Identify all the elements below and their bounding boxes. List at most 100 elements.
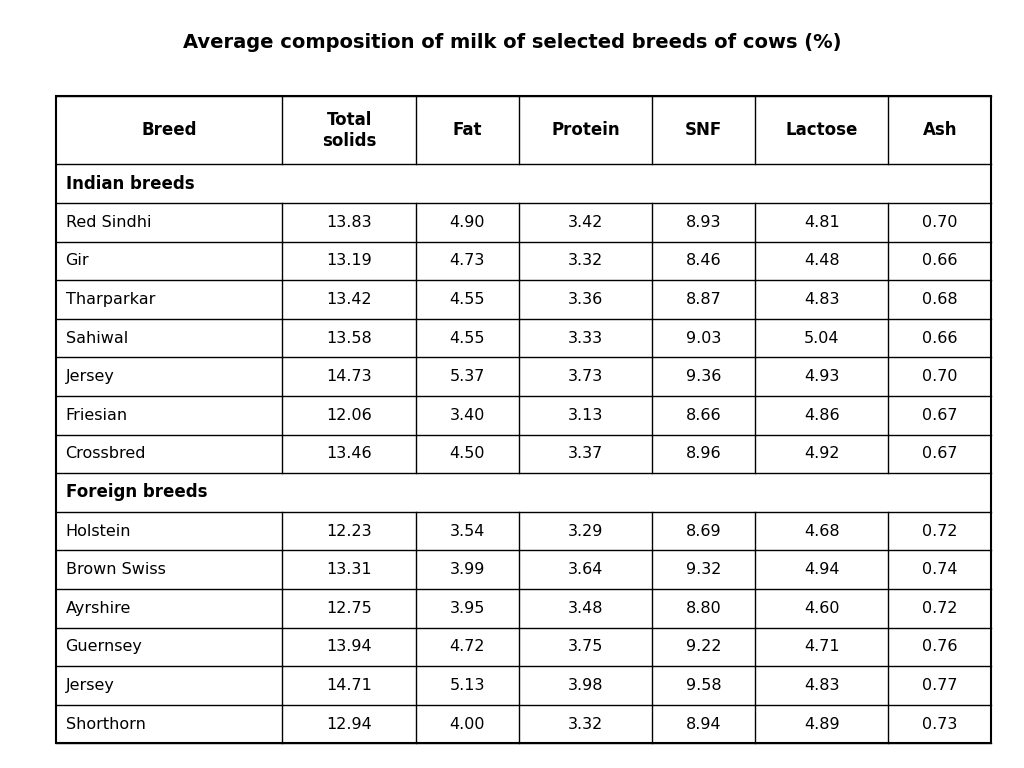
Text: 3.13: 3.13 bbox=[567, 408, 603, 422]
Text: 4.71: 4.71 bbox=[804, 640, 840, 654]
Text: 13.94: 13.94 bbox=[327, 640, 372, 654]
Text: 13.83: 13.83 bbox=[327, 215, 372, 230]
Text: Guernsey: Guernsey bbox=[66, 640, 142, 654]
Text: 3.32: 3.32 bbox=[567, 253, 603, 268]
Text: 4.81: 4.81 bbox=[804, 215, 840, 230]
Text: 4.89: 4.89 bbox=[804, 717, 840, 732]
Text: 0.72: 0.72 bbox=[923, 524, 957, 538]
Text: 5.13: 5.13 bbox=[450, 678, 485, 693]
Text: 14.71: 14.71 bbox=[327, 678, 372, 693]
Text: 0.70: 0.70 bbox=[923, 215, 957, 230]
Text: 3.75: 3.75 bbox=[567, 640, 603, 654]
Text: 3.36: 3.36 bbox=[567, 292, 603, 307]
Text: Jersey: Jersey bbox=[66, 369, 115, 384]
Text: 3.64: 3.64 bbox=[567, 562, 603, 578]
Text: 0.74: 0.74 bbox=[923, 562, 957, 578]
Text: 0.73: 0.73 bbox=[923, 717, 957, 732]
Text: 5.37: 5.37 bbox=[450, 369, 485, 384]
Text: 9.03: 9.03 bbox=[686, 330, 721, 346]
Text: 3.48: 3.48 bbox=[567, 601, 603, 616]
Text: Protein: Protein bbox=[551, 121, 620, 139]
Text: 8.94: 8.94 bbox=[686, 717, 721, 732]
Text: 5.04: 5.04 bbox=[804, 330, 840, 346]
Text: 0.66: 0.66 bbox=[923, 253, 957, 268]
Text: 4.73: 4.73 bbox=[450, 253, 485, 268]
Text: 0.67: 0.67 bbox=[923, 408, 957, 422]
Text: 8.80: 8.80 bbox=[686, 601, 722, 616]
Text: 3.32: 3.32 bbox=[567, 717, 603, 732]
Text: 0.77: 0.77 bbox=[923, 678, 957, 693]
Text: Average composition of milk of selected breeds of cows (%): Average composition of milk of selected … bbox=[182, 33, 842, 51]
Text: 3.73: 3.73 bbox=[567, 369, 603, 384]
Text: Ayrshire: Ayrshire bbox=[66, 601, 131, 616]
Text: 12.75: 12.75 bbox=[327, 601, 372, 616]
Text: 4.90: 4.90 bbox=[450, 215, 485, 230]
Text: 8.96: 8.96 bbox=[686, 446, 721, 462]
Text: 4.00: 4.00 bbox=[450, 717, 485, 732]
Text: SNF: SNF bbox=[685, 121, 722, 139]
Text: 14.73: 14.73 bbox=[327, 369, 372, 384]
Text: Gir: Gir bbox=[66, 253, 89, 268]
Text: 3.29: 3.29 bbox=[567, 524, 603, 538]
Text: Tharparkar: Tharparkar bbox=[66, 292, 155, 307]
Text: 9.58: 9.58 bbox=[686, 678, 721, 693]
Text: 8.87: 8.87 bbox=[686, 292, 722, 307]
Text: 9.22: 9.22 bbox=[686, 640, 721, 654]
Text: 4.93: 4.93 bbox=[804, 369, 840, 384]
Text: 0.67: 0.67 bbox=[923, 446, 957, 462]
Text: 3.40: 3.40 bbox=[450, 408, 485, 422]
Text: 3.42: 3.42 bbox=[567, 215, 603, 230]
Text: Lactose: Lactose bbox=[785, 121, 858, 139]
Text: 0.68: 0.68 bbox=[922, 292, 957, 307]
Text: 3.95: 3.95 bbox=[450, 601, 485, 616]
Text: 0.70: 0.70 bbox=[923, 369, 957, 384]
Text: 8.69: 8.69 bbox=[686, 524, 721, 538]
Text: 3.54: 3.54 bbox=[450, 524, 485, 538]
Text: Sahiwal: Sahiwal bbox=[66, 330, 128, 346]
Text: 13.58: 13.58 bbox=[327, 330, 372, 346]
Text: 12.94: 12.94 bbox=[327, 717, 372, 732]
Text: 4.83: 4.83 bbox=[804, 678, 840, 693]
Text: 4.86: 4.86 bbox=[804, 408, 840, 422]
Text: 4.48: 4.48 bbox=[804, 253, 840, 268]
Text: Fat: Fat bbox=[453, 121, 482, 139]
Text: 0.66: 0.66 bbox=[923, 330, 957, 346]
Text: 9.32: 9.32 bbox=[686, 562, 721, 578]
Text: 0.76: 0.76 bbox=[923, 640, 957, 654]
Text: Jersey: Jersey bbox=[66, 678, 115, 693]
Text: 0.72: 0.72 bbox=[923, 601, 957, 616]
Text: 13.19: 13.19 bbox=[327, 253, 372, 268]
Text: 3.37: 3.37 bbox=[567, 446, 603, 462]
Text: 12.06: 12.06 bbox=[327, 408, 372, 422]
Text: Breed: Breed bbox=[141, 121, 197, 139]
Text: 12.23: 12.23 bbox=[327, 524, 372, 538]
Text: 9.36: 9.36 bbox=[686, 369, 721, 384]
Text: Foreign breeds: Foreign breeds bbox=[66, 484, 207, 502]
Text: Shorthorn: Shorthorn bbox=[66, 717, 145, 732]
Text: 8.93: 8.93 bbox=[686, 215, 721, 230]
Text: 4.72: 4.72 bbox=[450, 640, 485, 654]
Text: Red Sindhi: Red Sindhi bbox=[66, 215, 151, 230]
Text: 4.83: 4.83 bbox=[804, 292, 840, 307]
Text: 4.92: 4.92 bbox=[804, 446, 840, 462]
Text: Ash: Ash bbox=[923, 121, 957, 139]
Text: 4.55: 4.55 bbox=[450, 330, 485, 346]
Text: 8.46: 8.46 bbox=[686, 253, 721, 268]
Text: Indian breeds: Indian breeds bbox=[66, 174, 195, 193]
Text: 13.42: 13.42 bbox=[327, 292, 372, 307]
Text: 3.33: 3.33 bbox=[568, 330, 603, 346]
Text: Brown Swiss: Brown Swiss bbox=[66, 562, 166, 578]
Text: 8.66: 8.66 bbox=[686, 408, 721, 422]
Text: 4.68: 4.68 bbox=[804, 524, 840, 538]
Text: 3.98: 3.98 bbox=[567, 678, 603, 693]
Text: Friesian: Friesian bbox=[66, 408, 128, 422]
Text: 13.46: 13.46 bbox=[327, 446, 372, 462]
Text: Holstein: Holstein bbox=[66, 524, 131, 538]
Text: 4.94: 4.94 bbox=[804, 562, 840, 578]
Text: Crossbred: Crossbred bbox=[66, 446, 146, 462]
Text: 4.50: 4.50 bbox=[450, 446, 485, 462]
Text: 4.60: 4.60 bbox=[804, 601, 840, 616]
Text: 3.99: 3.99 bbox=[450, 562, 485, 578]
Text: 4.55: 4.55 bbox=[450, 292, 485, 307]
Text: Total
solids: Total solids bbox=[322, 111, 376, 150]
